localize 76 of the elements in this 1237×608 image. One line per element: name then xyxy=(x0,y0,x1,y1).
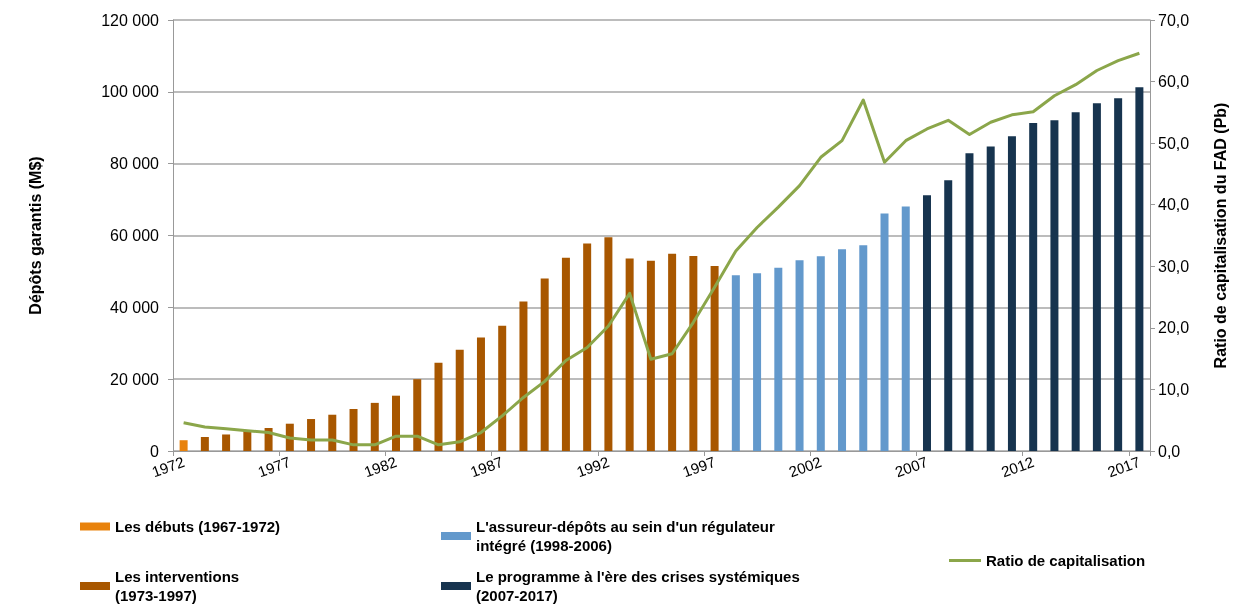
y2-tick-label: 20,0 xyxy=(1158,319,1190,337)
legend-label: Les débuts (1967-1972) xyxy=(115,518,281,535)
y-tick-label: 100 000 xyxy=(101,83,160,101)
bar xyxy=(519,301,528,451)
bar xyxy=(498,325,507,451)
bar xyxy=(1029,123,1038,451)
bar xyxy=(583,243,592,451)
bar xyxy=(774,267,783,451)
y2-tick-label: 30,0 xyxy=(1158,257,1190,275)
bar xyxy=(179,440,188,451)
y-tick-label: 80 000 xyxy=(110,155,160,173)
bar xyxy=(922,195,931,451)
bar xyxy=(668,253,677,451)
bar xyxy=(753,273,762,451)
x-tick-label: 2017 xyxy=(1105,453,1143,481)
y2-axis-title: Ratio de capitalisation du FAD (Pb) xyxy=(1211,102,1229,369)
x-tick-label: 2007 xyxy=(892,453,930,481)
bar xyxy=(986,146,995,451)
bar xyxy=(625,258,634,451)
bar xyxy=(689,255,698,451)
bar xyxy=(965,153,974,451)
y2-tick-label: 50,0 xyxy=(1158,134,1190,152)
bar xyxy=(710,266,719,451)
bar xyxy=(307,419,316,451)
x-tick-label: 1977 xyxy=(255,453,293,481)
bar xyxy=(731,275,740,451)
bar xyxy=(1050,120,1059,451)
bar xyxy=(1114,98,1123,451)
bar xyxy=(561,257,570,451)
x-tick-label: 1987 xyxy=(467,453,506,481)
legend-label: Les interventions (1973-1997) xyxy=(115,568,244,604)
y-tick-label: 120 000 xyxy=(101,11,160,29)
y-tick-label: 60 000 xyxy=(110,227,160,244)
x-tick-label: 1997 xyxy=(680,453,718,481)
x-tick-label: 1982 xyxy=(361,453,399,481)
bar xyxy=(795,260,804,451)
bar xyxy=(1071,112,1080,451)
bar xyxy=(392,395,401,451)
bar xyxy=(859,245,868,451)
x-tick-label: 2002 xyxy=(786,453,824,481)
bar xyxy=(243,430,252,451)
bar xyxy=(222,434,231,451)
y-tick-label: 40 000 xyxy=(110,298,160,316)
legend-label: Le programme à l'ère des crises systémiques (2007-2017) xyxy=(476,568,804,604)
bar xyxy=(838,249,847,451)
y2-tick-label: 70,0 xyxy=(1158,11,1190,29)
y2-tick-label: 10,0 xyxy=(1158,380,1190,398)
bar xyxy=(540,278,549,451)
bar xyxy=(455,349,464,451)
bar xyxy=(476,337,485,451)
bar xyxy=(816,256,825,451)
bar xyxy=(349,408,358,451)
bar xyxy=(880,213,889,451)
legend-label: Ratio de capitalisation xyxy=(986,552,1146,569)
x-tick-label: 1992 xyxy=(574,453,612,481)
y2-tick-label: 0,0 xyxy=(1158,442,1181,460)
bar xyxy=(604,237,613,451)
bar xyxy=(646,260,655,451)
bar xyxy=(328,414,337,451)
x-tick-label: 2012 xyxy=(998,453,1037,481)
bar xyxy=(413,379,422,451)
bar xyxy=(1007,136,1016,451)
bar xyxy=(434,362,443,451)
bar xyxy=(370,402,379,451)
legend-label: L'assureur-dépôts au sein d'un régulateur intégré (1998-2006) xyxy=(476,518,780,554)
y-tick-label: 0 xyxy=(150,442,160,460)
y2-tick-label: 40,0 xyxy=(1158,196,1190,214)
bar xyxy=(1135,87,1144,451)
bar xyxy=(944,180,953,451)
y-tick-label: 20 000 xyxy=(110,370,160,388)
line-series xyxy=(182,51,1141,447)
y2-tick-label: 60,0 xyxy=(1158,73,1190,91)
bar xyxy=(200,436,209,451)
bar xyxy=(1092,103,1101,451)
y-axis-title: Dépôts garantis (M$) xyxy=(26,156,44,315)
bar xyxy=(901,206,910,451)
